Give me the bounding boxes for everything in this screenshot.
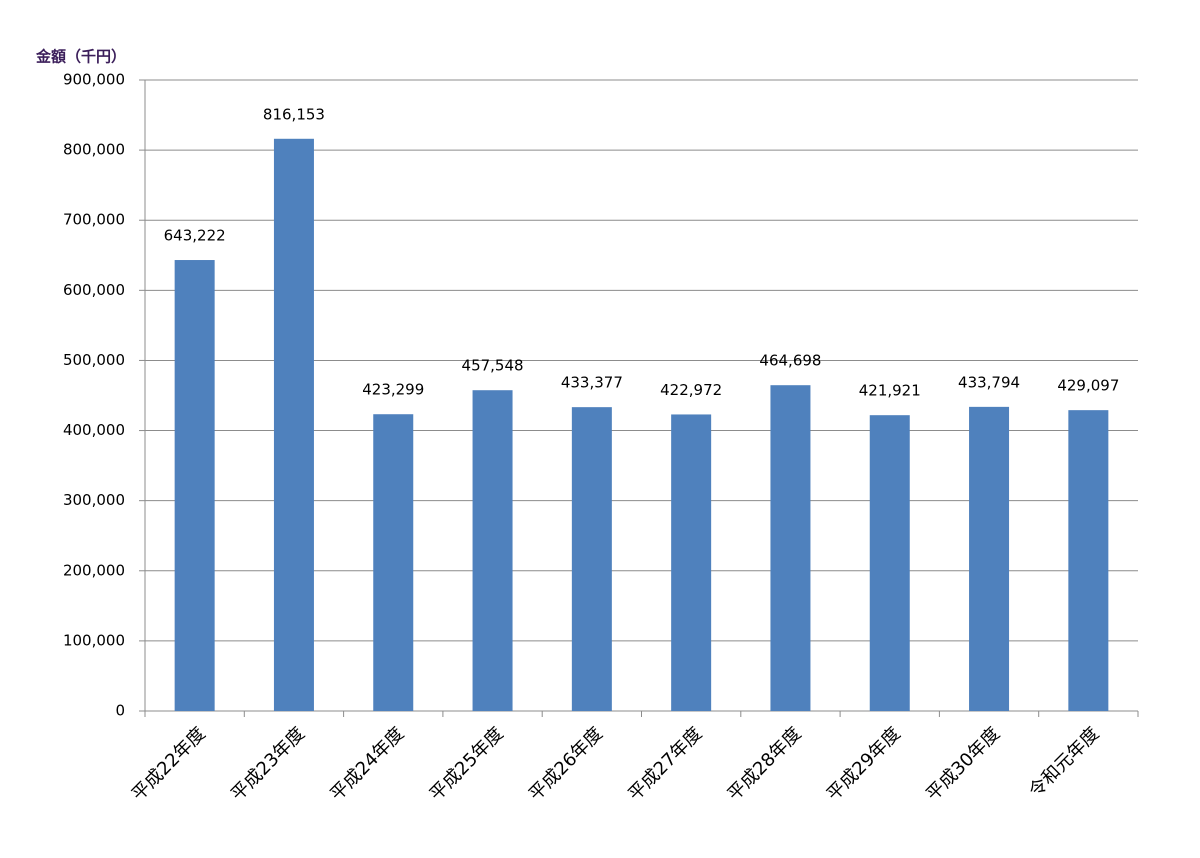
- bar: [1068, 410, 1109, 711]
- data-label: 457,548: [462, 357, 524, 375]
- data-label: 421,921: [859, 382, 921, 400]
- x-tick-label: 平成23年度: [227, 723, 309, 805]
- data-label: 429,097: [1057, 377, 1119, 395]
- y-tick-label: 600,000: [63, 281, 125, 299]
- data-label: 643,222: [164, 227, 226, 245]
- y-tick-label: 900,000: [63, 71, 125, 89]
- bar: [869, 415, 910, 711]
- data-label: 464,698: [759, 352, 821, 370]
- x-tick-label: 平成28年度: [724, 723, 806, 805]
- y-tick-label: 100,000: [63, 631, 125, 649]
- x-tick-label: 平成29年度: [823, 723, 905, 805]
- x-tick-label: 平成25年度: [426, 723, 508, 805]
- bar: [174, 260, 215, 711]
- bar: [671, 414, 712, 711]
- bar: [472, 390, 513, 711]
- x-tick-label: 平成26年度: [525, 723, 607, 805]
- y-tick-label: 300,000: [63, 491, 125, 509]
- x-tick-label: 平成24年度: [326, 723, 408, 805]
- bar: [571, 407, 612, 711]
- x-tick-label: 平成30年度: [922, 723, 1004, 805]
- data-label: 423,299: [362, 381, 424, 399]
- bar: [770, 385, 811, 711]
- data-label: 433,377: [561, 374, 623, 392]
- x-tick-label: 平成22年度: [128, 723, 210, 805]
- bar: [969, 406, 1010, 711]
- y-tick-label: 800,000: [63, 141, 125, 159]
- y-tick-label: 200,000: [63, 561, 125, 579]
- data-label: 816,153: [263, 105, 325, 123]
- data-label: 422,972: [660, 381, 722, 399]
- y-tick-label: 700,000: [63, 211, 125, 229]
- y-tick-label: 0: [115, 702, 125, 720]
- x-tick-label: 令和元年度: [1025, 723, 1103, 801]
- y-tick-label: 500,000: [63, 351, 125, 369]
- bar: [373, 414, 414, 711]
- x-tick-label: 平成27年度: [624, 723, 706, 805]
- data-label: 433,794: [958, 373, 1020, 391]
- bar: [273, 138, 314, 711]
- y-tick-label: 400,000: [63, 421, 125, 439]
- y-axis-label: 金額（千円）: [35, 48, 126, 66]
